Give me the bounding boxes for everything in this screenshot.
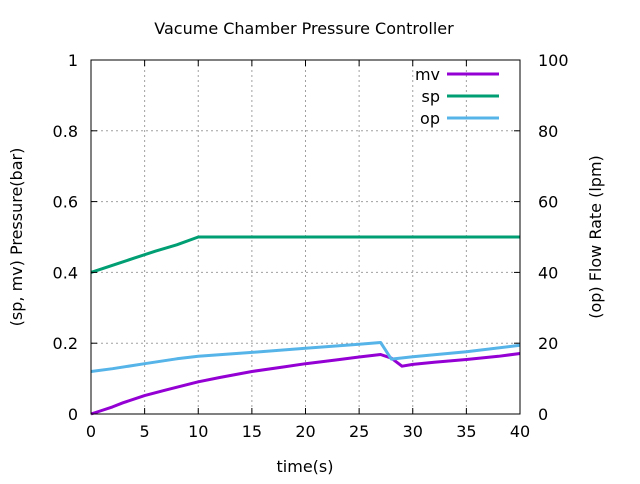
y-tick-label: 1 — [68, 51, 78, 70]
tick-layer: 0 5 10 15 20 25 30 35 4000.20.40.60.810204060801… — [53, 51, 569, 441]
x-tick-label: 20 — [295, 422, 315, 441]
x-tick-label: 0 — [86, 422, 96, 441]
y-tick-label: 0.6 — [53, 193, 78, 212]
y2-tick-label: 40 — [538, 263, 558, 282]
legend-label-op: op — [420, 109, 440, 128]
y2-tick-label: 100 — [538, 51, 569, 70]
series-line-op — [90, 341, 521, 373]
y-tick-label: 0.8 — [53, 122, 78, 141]
legend-label-mv: mv — [415, 65, 440, 84]
y2-tick-label: 20 — [538, 334, 558, 353]
x-tick-label: 10 — [188, 422, 208, 441]
series-layer — [90, 235, 521, 416]
y-tick-label: 0.4 — [53, 263, 78, 282]
y2-axis-title: (op) Flow Rate (lpm) — [586, 155, 605, 319]
legend: mv sp op — [415, 65, 499, 128]
chart-title: Vacume Chamber Pressure Controller — [154, 19, 454, 38]
x-tick-label: 40 — [510, 422, 530, 441]
legend-label-sp: sp — [422, 87, 441, 106]
x-axis-title: time(s) — [277, 457, 334, 476]
y2-tick-label: 80 — [538, 122, 558, 141]
x-tick-label: 5 — [140, 422, 150, 441]
y2-tick-label: 60 — [538, 193, 558, 212]
x-tick-label: 30 — [403, 422, 423, 441]
x-tick-label: 25 — [349, 422, 369, 441]
y-axis-title: (sp, mv) Pressure(bar) — [7, 148, 26, 327]
x-tick-label: 35 — [456, 422, 476, 441]
x-tick-label: 15 — [242, 422, 262, 441]
y-tick-label: 0.2 — [53, 334, 78, 353]
y2-tick-label: 0 — [538, 405, 548, 424]
series-line-sp — [90, 235, 520, 274]
series-line-mv — [90, 352, 521, 416]
y-tick-label: 0 — [68, 405, 78, 424]
